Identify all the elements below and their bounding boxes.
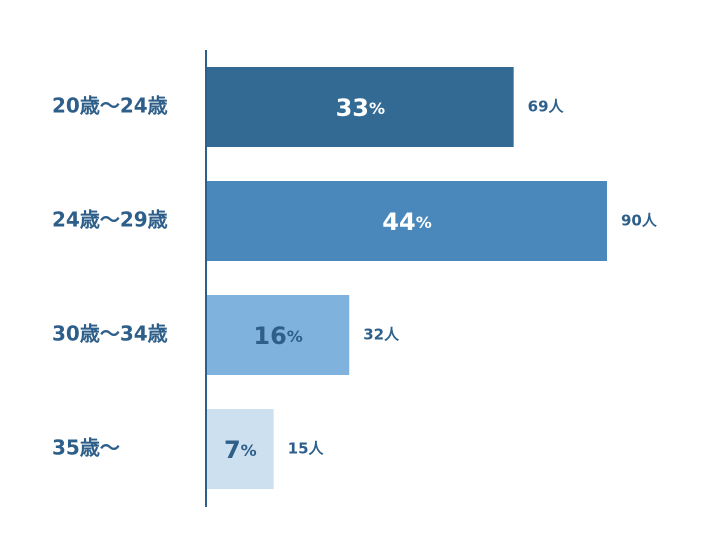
category-label: 30歳〜34歳 (52, 322, 168, 346)
value-label: 32人 (363, 326, 400, 344)
value-label: 69人 (528, 98, 565, 116)
category-label: 24歳〜29歳 (52, 208, 168, 232)
share-label: 7% (224, 436, 257, 464)
share-label: 16% (253, 322, 302, 350)
bar (207, 409, 274, 489)
bar (207, 295, 350, 375)
bar (207, 67, 514, 147)
share-label: 33% (336, 94, 385, 122)
bar (207, 181, 607, 261)
category-label: 35歳〜 (52, 436, 120, 460)
share-label: 44% (382, 208, 431, 236)
value-label: 90人 (621, 212, 658, 230)
value-label: 15人 (288, 440, 325, 458)
category-label: 20歳〜24歳 (52, 94, 168, 118)
